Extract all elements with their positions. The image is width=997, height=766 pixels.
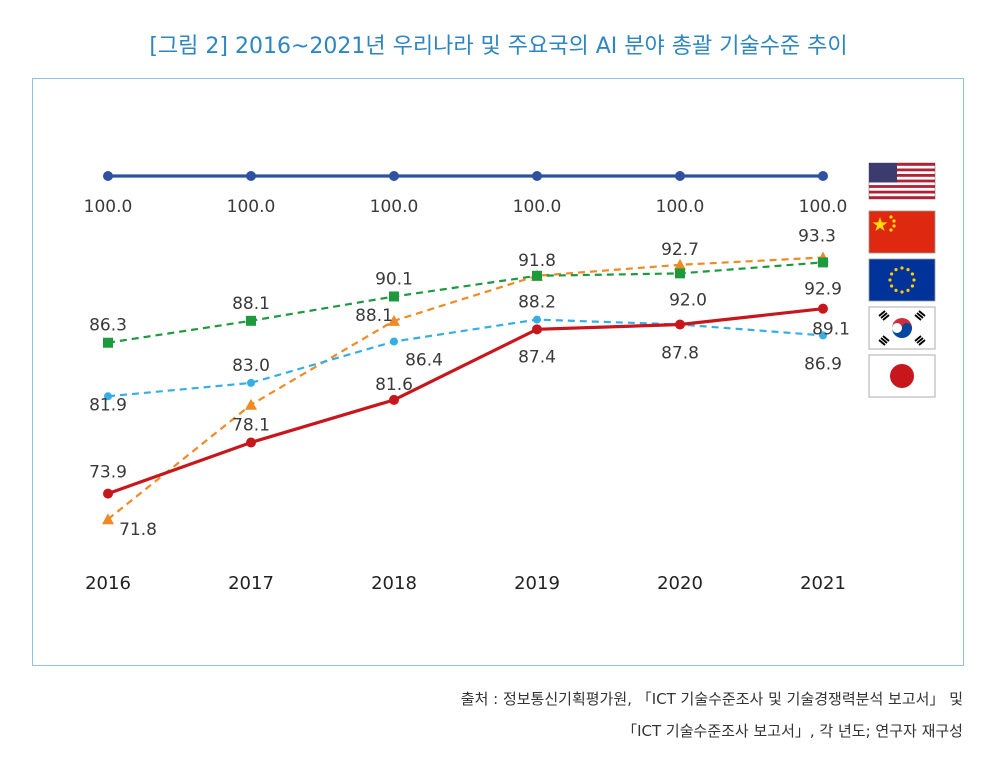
eu-star [890, 272, 894, 276]
usa-data-label: 100.0 [656, 197, 705, 217]
china-data-label: 88.1 [355, 306, 393, 326]
eu-star [910, 272, 914, 276]
eu-point [532, 270, 542, 281]
usa-data-label: 100.0 [84, 197, 133, 217]
x-tick-label: 2020 [657, 573, 703, 594]
eu-point [103, 337, 113, 348]
usa-point [532, 171, 542, 181]
eu-point [389, 291, 399, 302]
eu-point [675, 268, 685, 279]
korea-point [532, 324, 542, 335]
eu-line [107, 261, 824, 344]
eu-point [246, 315, 256, 326]
korea-data-label: 73.9 [89, 463, 127, 483]
china-flag-icon [868, 210, 936, 254]
eu-point [818, 257, 828, 268]
japan-point [247, 378, 255, 387]
japan-data-label: 86.4 [405, 351, 443, 371]
japan-point [533, 315, 541, 324]
eu-star [912, 278, 916, 282]
legend [868, 162, 936, 398]
eu-star [894, 288, 898, 292]
eu-data-label: 90.1 [375, 269, 413, 289]
china-data-label: 92.7 [661, 240, 699, 260]
eu-star [906, 288, 910, 292]
usa-data-label: 100.0 [370, 197, 419, 217]
eu-star [906, 268, 910, 272]
korea-point [675, 319, 685, 330]
china-data-label: 91.8 [518, 251, 556, 271]
eu-star [910, 284, 914, 288]
japan-point [819, 331, 827, 340]
korea-point [818, 303, 828, 314]
eu-data-label: 92.0 [669, 290, 707, 310]
eu-flag-icon [868, 258, 936, 302]
korea-point [389, 394, 399, 405]
japan-flag-icon [868, 354, 936, 398]
korea-point [246, 437, 256, 448]
eu-data-label: 92.9 [804, 279, 842, 299]
chart-title: [그림 2] 2016~2021년 우리나라 및 주요국의 AI 분야 총괄 기… [149, 34, 848, 59]
x-tick-label: 2016 [85, 573, 131, 594]
usa-point [103, 171, 113, 181]
x-tick-label: 2021 [800, 573, 846, 594]
x-tick-label: 2019 [514, 573, 560, 594]
china-series [102, 251, 829, 525]
korea-series [103, 303, 828, 499]
chart-frame: 100.0 100.0 100.0 100.0 100.0 100.0 71.8 88.1 91… [32, 78, 964, 666]
japan-line [107, 318, 824, 398]
eu-star [900, 266, 904, 270]
usa-data-label: 100.0 [227, 197, 276, 217]
series-layer [102, 171, 829, 525]
usa-data-label: 100.0 [513, 197, 562, 217]
japan-point [390, 337, 398, 346]
usa-series [103, 171, 828, 181]
korea-data-label: 78.1 [232, 416, 270, 436]
japan-data-label: 86.9 [804, 354, 842, 374]
usa-point [818, 171, 828, 181]
china-point [245, 398, 257, 410]
source-line-2: 「ICT 기술수준조사 보고서」, 각 년도; 연구자 재구성 [622, 722, 963, 740]
korea-data-label: 87.4 [518, 347, 556, 367]
china-data-label: 71.8 [119, 520, 157, 540]
japan-point [104, 392, 112, 401]
usa-flag-icon [868, 162, 936, 200]
line-chart: 100.0 100.0 100.0 100.0 100.0 100.0 71.8 88.1 91… [84, 162, 936, 594]
china-point [388, 314, 400, 326]
x-axis: 2016 2017 2018 2019 2020 2021 [85, 573, 846, 594]
usa-data-label: 100.0 [799, 197, 848, 217]
china-line [107, 256, 824, 521]
usa-point [675, 171, 685, 181]
japan-data-label: 81.9 [89, 395, 127, 415]
japan-data-label: 83.0 [232, 356, 270, 376]
eu-data-label: 86.3 [89, 316, 127, 336]
china-point [674, 258, 686, 270]
usa-point [389, 171, 399, 181]
china-point [102, 513, 114, 525]
korea-data-label: 81.6 [375, 375, 413, 395]
eu-star [888, 278, 892, 282]
eu-star [894, 268, 898, 272]
eu-star [890, 284, 894, 288]
eu-data-label: 88.1 [232, 294, 270, 314]
korea-flag-icon [868, 306, 936, 350]
korea-point [103, 488, 113, 499]
data-label-layer: 100.0 100.0 100.0 100.0 100.0 100.0 71.8 88.1 91… [84, 197, 850, 540]
x-tick-label: 2017 [228, 573, 274, 594]
korea-line [107, 307, 824, 496]
usa-point [246, 171, 256, 181]
eu-star [900, 290, 904, 294]
japan-data-label: 88.2 [518, 293, 556, 313]
japan-data-label: 87.8 [661, 343, 699, 363]
x-tick-label: 2018 [371, 573, 417, 594]
japan-series [104, 315, 827, 401]
korea-data-label: 89.1 [812, 320, 850, 340]
source-line-1: 출처 : 정보통신기획평가원, 「ICT 기술수준조사 및 기술경쟁력분석 보고… [460, 690, 963, 708]
china-data-label: 93.3 [798, 227, 836, 247]
eu-series [103, 257, 828, 348]
